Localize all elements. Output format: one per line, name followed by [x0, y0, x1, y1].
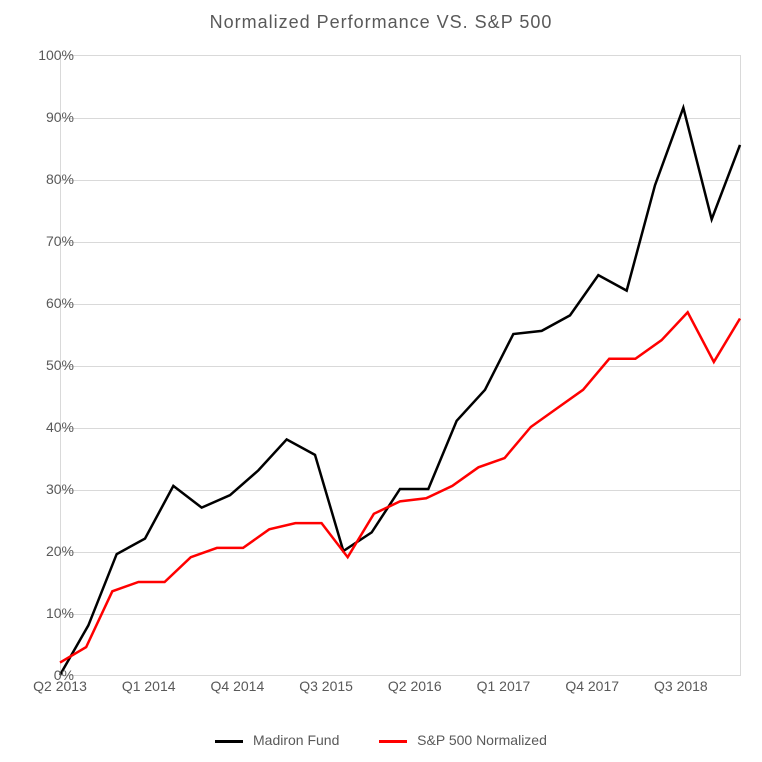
- y-tick-label: 100%: [24, 47, 74, 63]
- x-tick-label: Q3 2018: [654, 678, 708, 694]
- legend-swatch-madiron: [215, 740, 243, 743]
- x-tick-label: Q2 2013: [33, 678, 87, 694]
- y-tick-label: 80%: [24, 171, 74, 187]
- legend-item-sp500: S&P 500 Normalized: [379, 732, 547, 748]
- x-tick-label: Q2 2016: [388, 678, 442, 694]
- y-tick-label: 90%: [24, 109, 74, 125]
- legend-item-madiron: Madiron Fund: [215, 732, 339, 748]
- x-tick-label: Q1 2017: [477, 678, 531, 694]
- series-line: [60, 108, 740, 675]
- legend: Madiron Fund S&P 500 Normalized: [0, 732, 762, 748]
- x-tick-label: Q3 2015: [299, 678, 353, 694]
- x-tick-label: Q4 2014: [211, 678, 265, 694]
- x-axis-line: [60, 675, 740, 676]
- y-tick-label: 30%: [24, 481, 74, 497]
- y-tick-label: 70%: [24, 233, 74, 249]
- chart-title: Normalized Performance VS. S&P 500: [0, 12, 762, 33]
- y-tick-label: 10%: [24, 605, 74, 621]
- legend-label-sp500: S&P 500 Normalized: [417, 732, 547, 748]
- series-line: [60, 312, 740, 662]
- y-tick-label: 50%: [24, 357, 74, 373]
- x-tick-label: Q1 2014: [122, 678, 176, 694]
- legend-swatch-sp500: [379, 740, 407, 743]
- chart-lines: [60, 55, 740, 675]
- y-tick-label: 20%: [24, 543, 74, 559]
- legend-label-madiron: Madiron Fund: [253, 732, 339, 748]
- performance-chart: Normalized Performance VS. S&P 500 Madir…: [0, 0, 762, 762]
- x-tick-label: Q4 2017: [565, 678, 619, 694]
- y-tick-label: 40%: [24, 419, 74, 435]
- y-tick-label: 60%: [24, 295, 74, 311]
